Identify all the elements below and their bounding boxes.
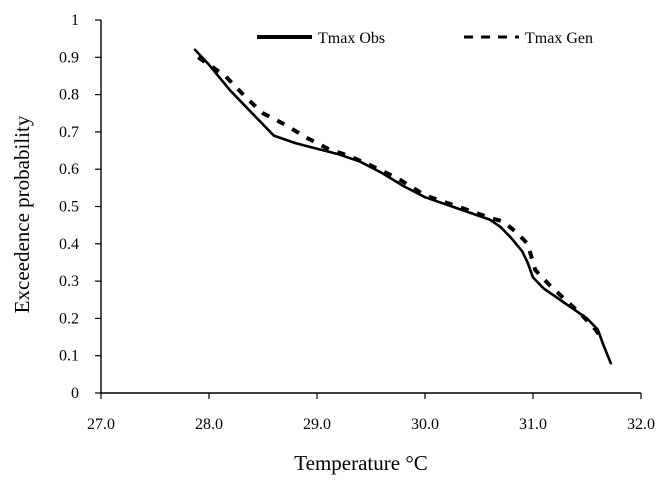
- y-tick-label: 0.2: [59, 310, 79, 327]
- legend: Tmax Obs Tmax Gen: [257, 30, 593, 47]
- y-tick-label: 0.4: [59, 236, 79, 253]
- y-axis-ticks: 0 0.1 0.2 0.3 0.4 0.5 0.6 0.7 0.8 0.9 1: [59, 12, 101, 402]
- series-line-tmax-obs: [193, 48, 613, 365]
- y-tick-label: 0: [71, 385, 79, 402]
- y-tick-label: 0.7: [59, 124, 79, 141]
- y-tick-label: 0.5: [59, 199, 79, 216]
- legend-label-tmax-gen: Tmax Gen: [525, 30, 593, 47]
- series-line-tmax-gen: [197, 55, 605, 342]
- y-tick-label: 0.9: [59, 49, 79, 66]
- x-tick-label: 32.0: [627, 416, 655, 433]
- x-tick-label: 29.0: [303, 416, 331, 433]
- x-tick-label: 31.0: [519, 416, 547, 433]
- x-axis-title: Temperature °C: [294, 451, 427, 475]
- y-tick-label: 0.3: [59, 273, 79, 290]
- y-tick-label: 0.8: [59, 87, 79, 104]
- x-tick-label: 30.0: [411, 416, 439, 433]
- x-axis-ticks: 27.0 28.0 29.0 30.0 31.0 32.0: [87, 393, 655, 433]
- axes: [100, 20, 641, 394]
- series-layer: [193, 48, 613, 365]
- x-tick-label: 28.0: [195, 416, 223, 433]
- y-tick-label: 0.6: [59, 161, 79, 178]
- y-tick-label: 0.1: [59, 348, 79, 365]
- y-tick-label: 1: [71, 12, 79, 29]
- y-axis-title: Exceedence probability: [10, 115, 34, 313]
- x-tick-label: 27.0: [87, 416, 115, 433]
- legend-label-tmax-obs: Tmax Obs: [318, 30, 385, 47]
